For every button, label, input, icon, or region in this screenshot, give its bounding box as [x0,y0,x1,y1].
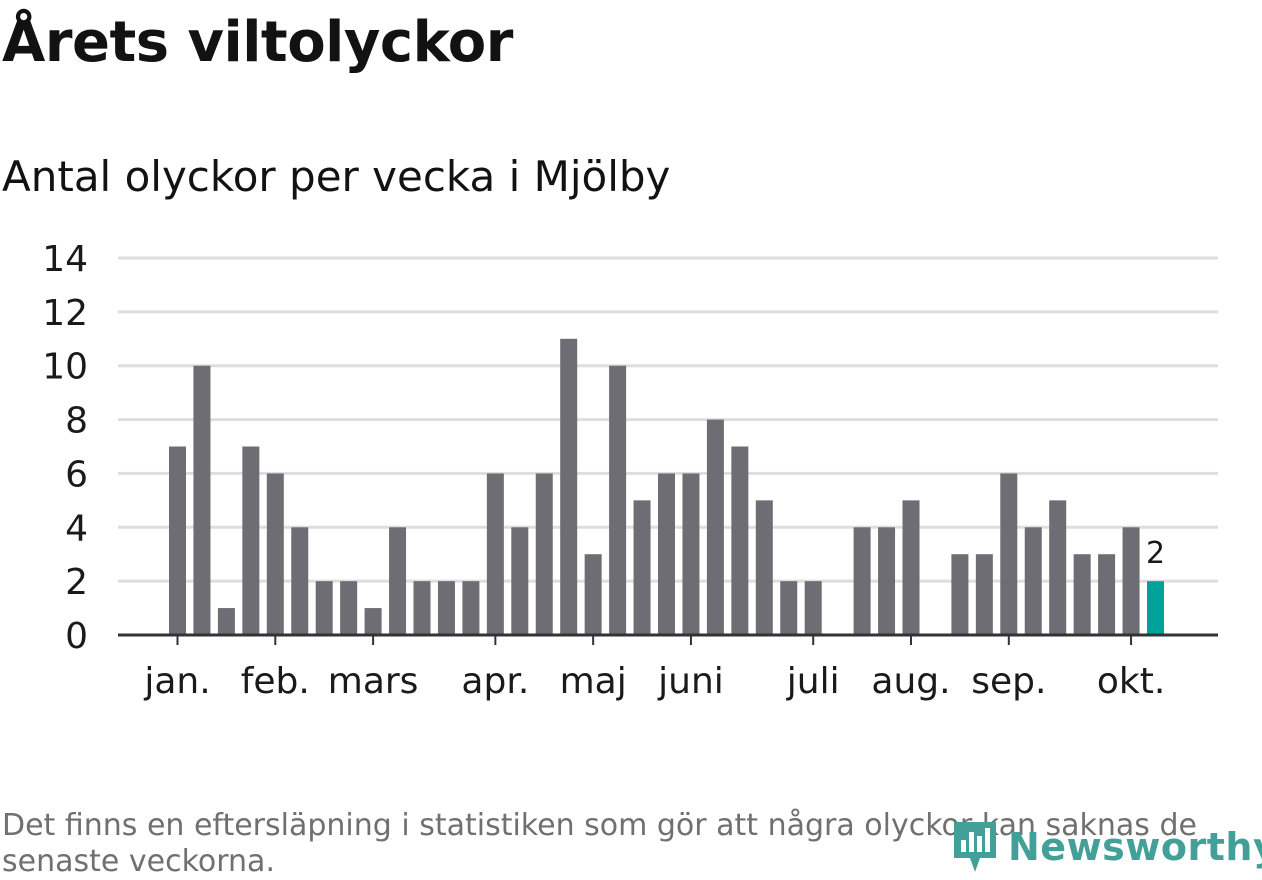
x-tick-label: mars [328,661,419,702]
bar [951,554,969,635]
x-tick-label: feb. [241,661,310,702]
bars [169,338,1164,635]
bar [291,527,309,635]
bar [169,446,186,635]
y-tick-label: 14 [42,239,88,280]
bar [535,473,553,635]
x-axis-month-labels: jan. feb. mars apr. maj juni juli aug. sep. okt. [143,635,1165,702]
bar [315,581,333,635]
x-tick-label: juni [657,661,724,702]
bar [413,581,431,635]
bar [1098,554,1116,635]
bar [902,500,920,635]
x-tick-label: okt. [1097,661,1165,702]
bar [511,527,529,635]
bar [780,581,798,635]
x-tick-label: sep. [971,661,1046,702]
bar [242,446,260,635]
y-tick-label: 6 [65,454,88,495]
bar [975,554,993,635]
bar-highlighted [1147,581,1164,635]
bar [193,365,211,635]
bar [486,473,504,635]
bar [1073,554,1091,635]
bar [389,527,407,635]
y-tick-label: 0 [65,616,88,657]
x-tick-label: maj [560,661,627,702]
x-tick-label: aug. [871,661,950,702]
chart-subtitle: Antal olyckor per vecka i Mjölby [2,152,671,201]
bar [706,419,724,635]
bar [755,500,773,635]
bar [1049,500,1067,635]
bar [804,581,822,635]
data-labels: 2 [1146,536,1165,571]
newsworthy-logo-icon [954,822,996,872]
y-tick-label: 4 [65,508,88,549]
y-tick-label: 10 [42,347,88,388]
bar [682,473,700,635]
bar [878,527,896,635]
bar-chart: 0 2 4 6 8 10 12 14 jan. feb. mars apr. maj juni juli a… [42,239,1218,702]
bar [364,608,382,635]
bar [609,365,627,635]
x-tick-label: apr. [461,661,529,702]
bar [462,581,480,635]
bar [560,338,578,635]
bar [633,500,651,635]
chart-title: Årets viltolyckor [2,10,513,75]
y-tick-label: 12 [42,293,88,334]
newsworthy-logo-text: Newsworthy [1008,825,1262,869]
y-tick-label: 2 [65,562,88,603]
data-label-latest: 2 [1146,536,1165,571]
bar [217,608,235,635]
x-tick-label: jan. [143,661,210,702]
bar [731,446,749,635]
y-tick-label: 8 [65,401,88,442]
bar [853,527,871,635]
bar [658,473,675,635]
x-tick-label: juli [786,661,840,702]
bar [1122,527,1140,635]
bar [437,581,455,635]
bar [340,581,358,635]
footnote: Det finns en eftersläpning i statistiken… [2,808,1197,879]
y-axis-ticks: 0 2 4 6 8 10 12 14 [42,239,88,657]
bar [266,473,284,635]
bar [1024,527,1042,635]
bar [584,554,602,635]
bar [1000,473,1018,635]
newsworthy-logo: Newsworthy [950,818,1262,876]
